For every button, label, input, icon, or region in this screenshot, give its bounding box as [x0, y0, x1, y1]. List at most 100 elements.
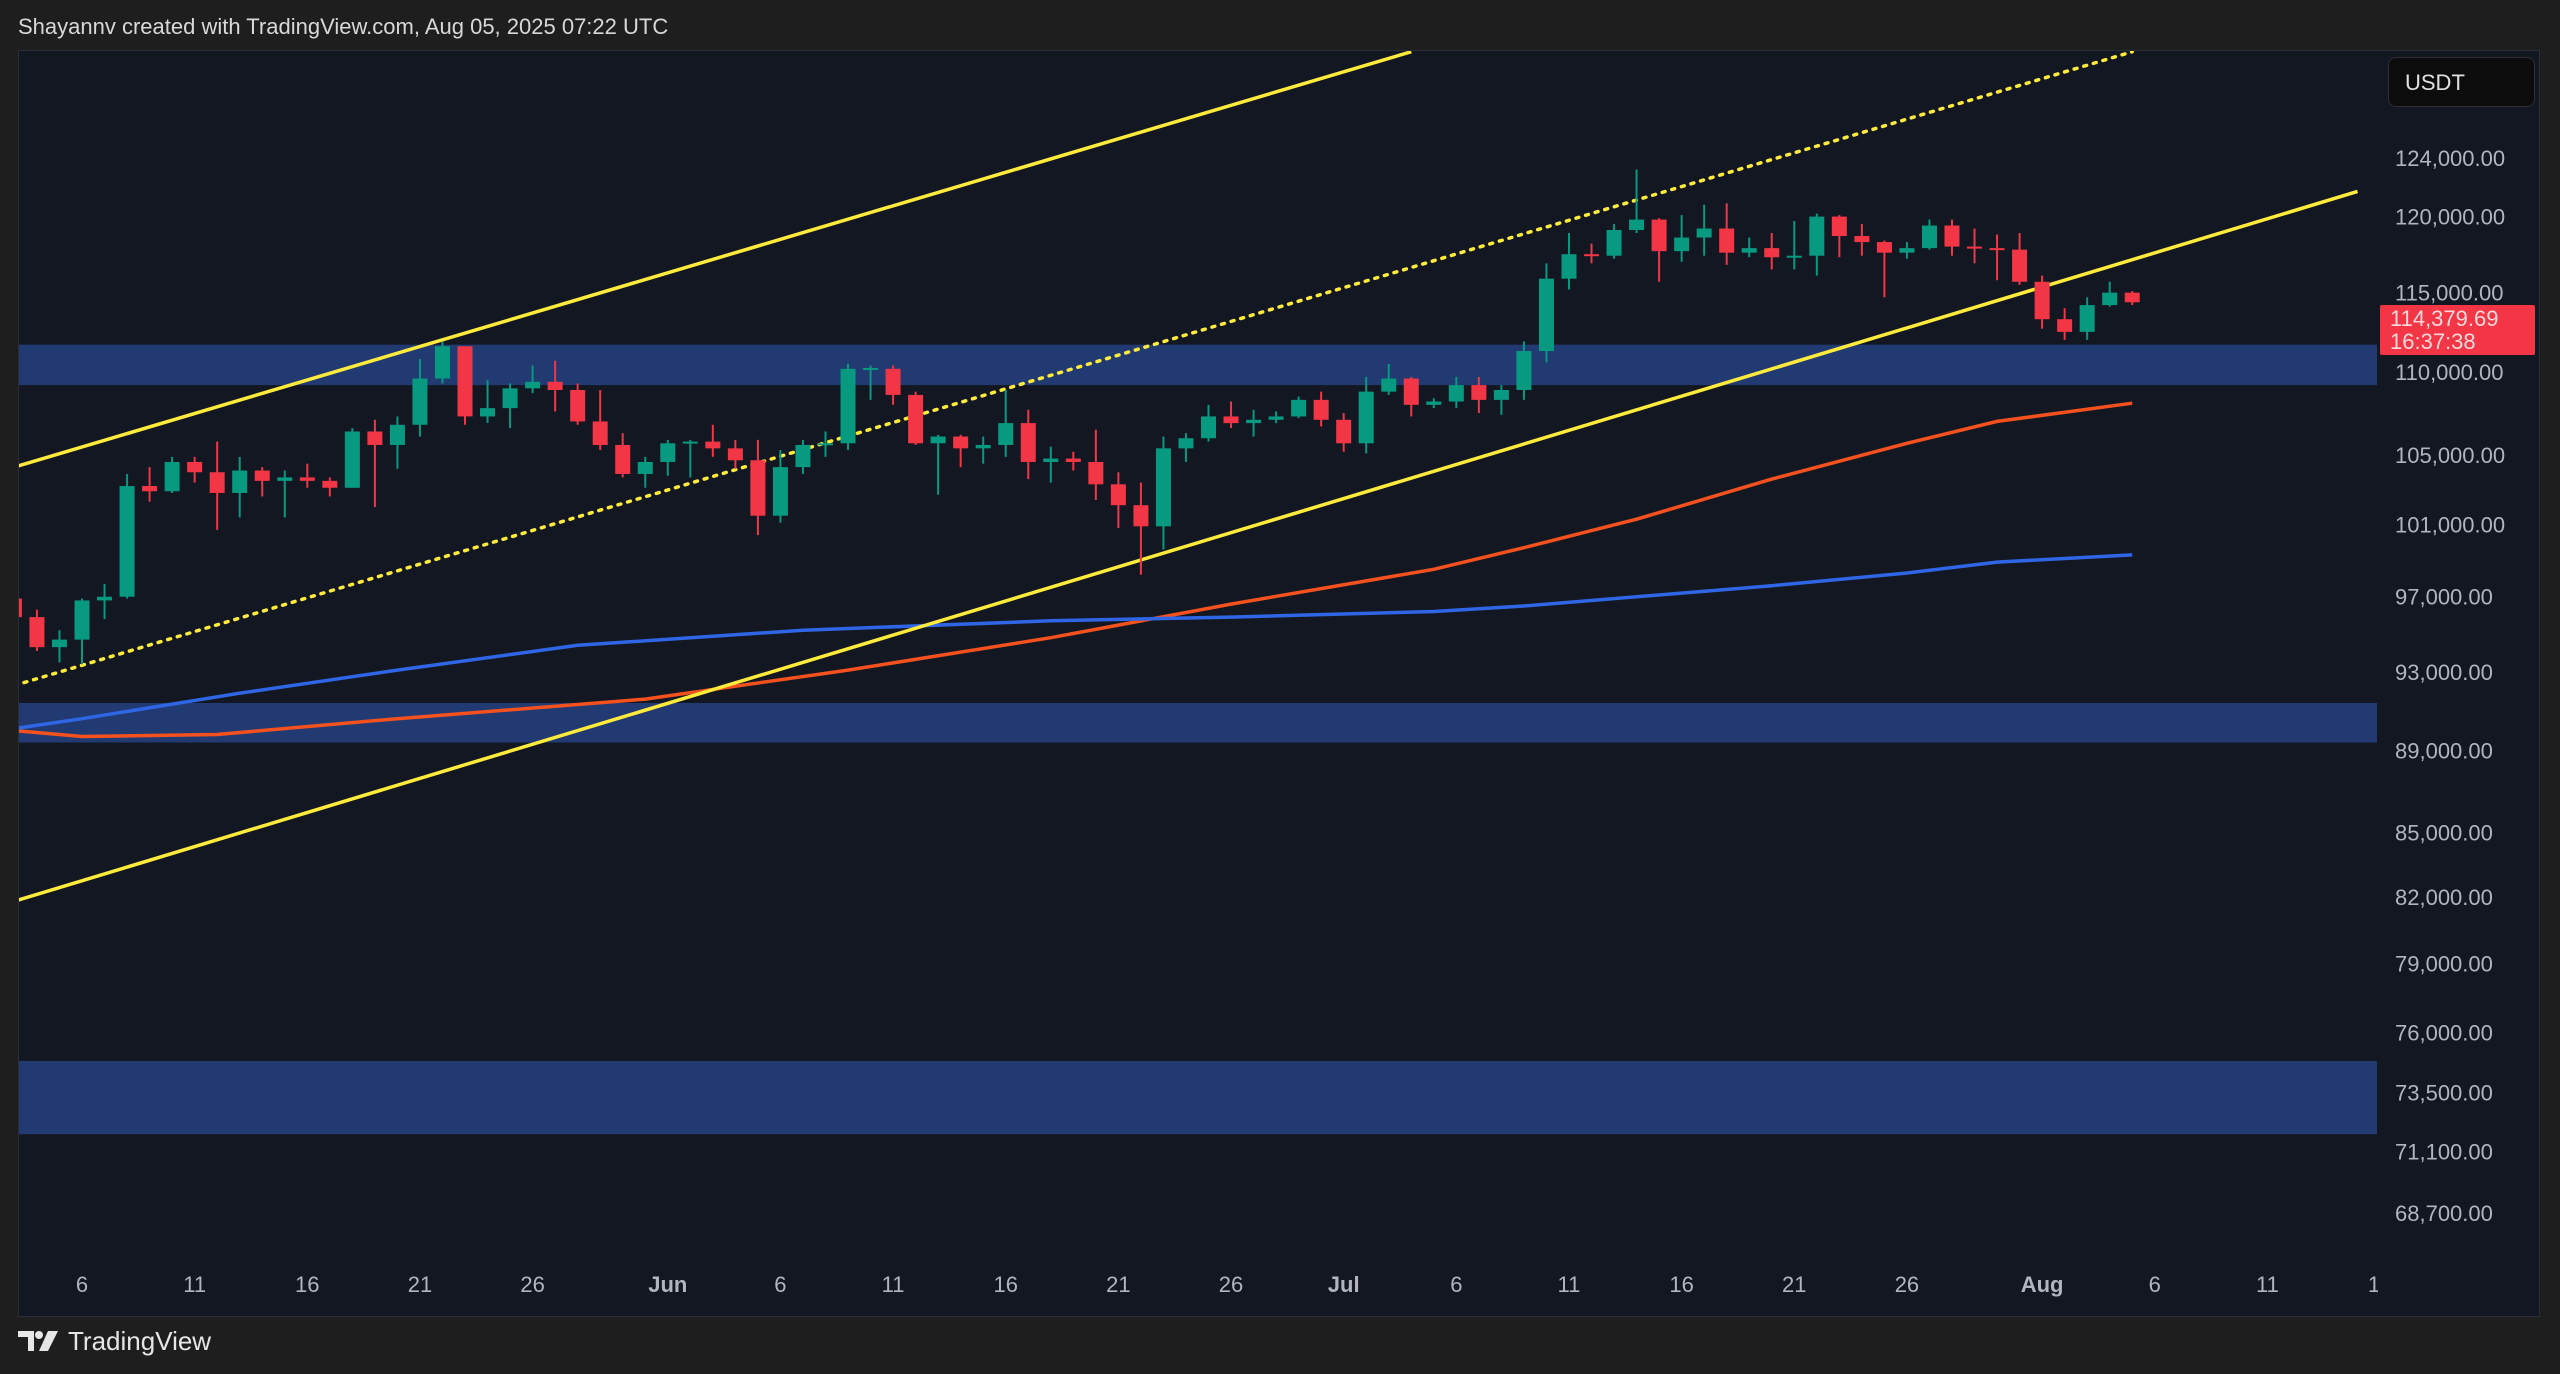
- candle-body: [1538, 278, 1554, 352]
- candle-body: [908, 394, 924, 444]
- candle-body: [51, 639, 67, 648]
- candle: [1809, 213, 1825, 276]
- candle-body: [1381, 378, 1397, 392]
- candle-body: [1674, 237, 1690, 252]
- candle-body: [1989, 248, 2005, 251]
- candle-body: [1426, 401, 1442, 405]
- brand-name: TradingView: [68, 1326, 212, 1356]
- candle: [1020, 409, 1036, 480]
- price-tick-label: 68,700.00: [2395, 1201, 2493, 1226]
- candle: [1110, 472, 1126, 529]
- candle-body: [930, 436, 946, 444]
- candle-body: [1651, 219, 1667, 252]
- candle-body: [1854, 236, 1870, 243]
- candle-body: [1155, 448, 1171, 527]
- time-axis[interactable]: 6 11 16 21 26 Jun 6 11 16 21 26 Jul 6 11 16 21 26 Aug 6 11 1…: [76, 1272, 2392, 1297]
- candle: [1471, 376, 1487, 414]
- candle-body: [299, 477, 315, 481]
- candle-body: [592, 421, 608, 445]
- price-tick-label: 120,000.00: [2395, 205, 2505, 230]
- candle-body: [2124, 292, 2140, 303]
- candle: [772, 450, 788, 523]
- candle-body: [975, 444, 991, 449]
- price-axis[interactable]: 124,000.00 120,000.00 115,000.00 110,000.00…: [2395, 146, 2505, 1226]
- candle-body: [525, 381, 541, 389]
- candle: [2079, 297, 2095, 340]
- price-tick-label: 79,000.00: [2395, 951, 2493, 976]
- candle: [2124, 291, 2140, 306]
- candle-body: [1899, 248, 1915, 253]
- candle: [1426, 398, 1442, 409]
- candle-body: [1358, 391, 1374, 444]
- candle-body: [682, 441, 698, 444]
- time-tick-label: 16: [295, 1272, 319, 1297]
- candle-body: [19, 598, 22, 618]
- candle: [727, 439, 743, 469]
- time-tick-label: 11: [2256, 1272, 2279, 1297]
- candle: [1967, 228, 1983, 264]
- candle-body: [660, 443, 676, 462]
- price-tick-label: 73,500.00: [2395, 1080, 2493, 1105]
- candle: [1065, 451, 1081, 471]
- time-tick-label: 21: [408, 1272, 432, 1297]
- bar-countdown: 16:37:38: [2390, 329, 2476, 354]
- price-tick-label: 101,000.00: [2395, 513, 2505, 538]
- candle-body: [1719, 228, 1735, 253]
- time-tick-label: 11: [882, 1272, 905, 1297]
- candle-body: [1561, 254, 1577, 279]
- candle: [1831, 215, 1847, 258]
- candle: [1358, 376, 1374, 454]
- candle: [119, 473, 135, 599]
- candle: [142, 467, 158, 502]
- candle-body: [1246, 419, 1262, 424]
- candle: [1854, 224, 1870, 256]
- candle: [1313, 391, 1329, 427]
- price-tick-label: 85,000.00: [2395, 821, 2493, 846]
- candle: [1246, 409, 1262, 437]
- candle: [51, 630, 67, 663]
- candle-body: [1696, 228, 1712, 238]
- candle-body: [412, 378, 428, 425]
- candle-body: [1493, 389, 1509, 400]
- candle: [1921, 219, 1937, 250]
- candle-body: [1336, 419, 1352, 444]
- candle: [232, 456, 248, 518]
- support-zone: [19, 702, 2377, 743]
- candle: [885, 365, 901, 405]
- candle: [1876, 240, 1892, 298]
- candle-body: [277, 477, 293, 481]
- footer-brand[interactable]: TradingView: [18, 1326, 211, 1357]
- moving-averages: [19, 401, 2133, 739]
- candle-body: [570, 389, 586, 422]
- candle: [1538, 263, 1554, 363]
- candle: [1786, 221, 1802, 270]
- support-zone: [19, 1061, 2377, 1135]
- candle-body: [1786, 255, 1802, 258]
- channel-trendlines: [19, 51, 2359, 902]
- candle-body: [2079, 305, 2095, 332]
- tradingview-logo-icon: [18, 1330, 58, 1351]
- candle-body: [547, 381, 563, 390]
- candle-body: [1065, 458, 1081, 462]
- moving-average-line: [19, 401, 2133, 739]
- candle: [2102, 281, 2118, 307]
- candle: [1561, 233, 1577, 290]
- candle: [164, 456, 180, 493]
- price-tick-label: 76,000.00: [2395, 1021, 2493, 1046]
- currency-button[interactable]: USDT: [2388, 57, 2535, 107]
- candle-body: [164, 461, 180, 492]
- time-tick-label: 26: [520, 1272, 544, 1297]
- time-tick-label: 16: [2368, 1272, 2392, 1297]
- candle-body: [615, 444, 631, 474]
- candle-body: [1201, 416, 1216, 439]
- price-tick-label: 89,000.00: [2395, 739, 2493, 764]
- price-tick-label: 93,000.00: [2395, 660, 2493, 685]
- candle: [1201, 404, 1216, 442]
- candle-body: [1403, 378, 1419, 405]
- candle-body: [97, 596, 113, 601]
- time-tick-label: 11: [1558, 1272, 1581, 1297]
- candle-body: [1831, 216, 1847, 237]
- candle-body: [727, 448, 743, 461]
- candle: [19, 598, 22, 618]
